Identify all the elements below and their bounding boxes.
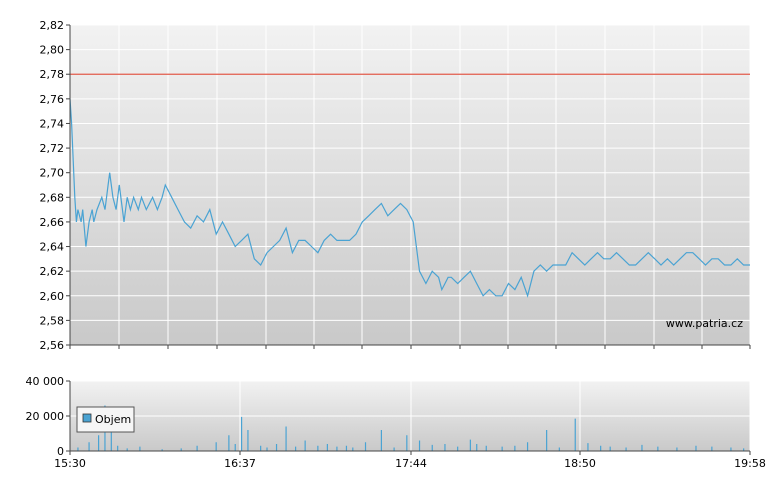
volume-bar: [88, 442, 90, 451]
price-y-tick-label: 2,74: [40, 117, 65, 130]
volume-bar: [600, 445, 602, 451]
volume-bar: [326, 444, 328, 451]
volume-bar: [352, 447, 354, 451]
volume-bar: [97, 435, 100, 451]
price-y-tick-label: 2,58: [40, 314, 65, 327]
volume-bar: [695, 445, 697, 451]
volume-bar: [558, 447, 560, 451]
price-y-tick-label: 2,76: [40, 93, 65, 106]
volume-bar: [336, 446, 338, 451]
volume-bar: [240, 416, 243, 451]
volume-bar: [546, 430, 548, 451]
volume-bar: [625, 447, 627, 451]
price-y-tick-label: 2,60: [40, 290, 65, 303]
volume-bar: [514, 445, 516, 451]
watermark-text: www.patria.cz: [666, 317, 743, 330]
volume-bar: [364, 442, 367, 451]
volume-bar: [526, 442, 529, 451]
volume-bar: [180, 448, 182, 451]
volume-bar: [77, 447, 79, 451]
volume-bar: [196, 445, 198, 451]
volume-bar: [139, 446, 141, 451]
x-axis-tick-label: 17:44: [395, 457, 427, 470]
volume-bar: [247, 430, 249, 451]
price-y-tick-label: 2,56: [40, 339, 65, 352]
volume-bar: [228, 435, 230, 451]
price-panel: 2,56 2,58 2,60 2,62 2,64 2,66 2,68 2,70 2,72 2,74…: [40, 19, 751, 352]
volume-bar: [587, 443, 589, 451]
volume-y-tick-label: 20 000: [26, 410, 65, 423]
volume-bar: [161, 449, 163, 451]
volume-bar: [126, 448, 128, 451]
price-plot-background: [70, 25, 750, 345]
volume-bar: [711, 446, 713, 451]
volume-bar: [431, 444, 433, 451]
volume-bar: [418, 440, 421, 451]
volume-bar: [304, 440, 306, 451]
legend-label: Objem: [95, 413, 131, 426]
x-axis: 15:30 16:37 17:44 18:50 19:58: [54, 345, 766, 470]
volume-y-tick-label: 40 000: [26, 375, 65, 388]
volume-panel: 0 20 000 40 000: [26, 375, 751, 458]
x-axis-tick-label: 15:30: [54, 457, 86, 470]
price-series-line: [69, 98, 750, 298]
volume-bar: [641, 444, 643, 451]
price-y-tick-label: 2,78: [40, 68, 65, 81]
volume-bar: [657, 446, 659, 451]
price-y-tick-label: 2,70: [40, 167, 65, 180]
volume-bar: [260, 445, 262, 451]
price-y-tick-label: 2,72: [40, 142, 65, 155]
x-axis-tick-label: 16:37: [224, 457, 256, 470]
volume-bar: [234, 444, 236, 451]
volume-bar: [730, 447, 732, 451]
volume-bar: [574, 418, 576, 451]
volume-bar: [295, 446, 297, 451]
volume-bar: [317, 445, 319, 451]
volume-bar: [485, 445, 487, 451]
volume-bar: [393, 447, 395, 451]
volume-bar: [476, 444, 478, 451]
x-axis-tick-label: 18:50: [564, 457, 596, 470]
price-y-tick-label: 2,64: [40, 241, 65, 254]
volume-bar: [266, 447, 268, 451]
volume-bar: [609, 446, 611, 451]
x-axis-tick-label: 19:58: [734, 457, 766, 470]
price-y-tick-label: 2,68: [40, 191, 65, 204]
price-y-tick-label: 2,62: [40, 265, 65, 278]
price-y-tick-label: 2,66: [40, 216, 65, 229]
volume-bar: [275, 444, 278, 451]
volume-bar: [444, 444, 446, 451]
volume-bar: [380, 430, 383, 451]
volume-bar: [285, 426, 287, 451]
legend-swatch: [82, 413, 92, 423]
volume-bar: [469, 439, 471, 451]
legend-box: Objem: [76, 406, 135, 433]
volume-y-tick-label: 0: [57, 445, 64, 458]
volume-bar: [406, 435, 408, 451]
volume-bar: [501, 446, 503, 451]
price-y-tick-label: 2,82: [40, 19, 65, 32]
volume-bar: [110, 431, 112, 451]
volume-bar: [345, 445, 348, 451]
volume-bar: [117, 445, 119, 451]
price-y-tick-label: 2,80: [40, 44, 65, 57]
volume-bar: [457, 446, 459, 451]
volume-bar: [676, 447, 678, 451]
volume-bar: [743, 448, 745, 451]
volume-bar: [215, 442, 217, 451]
